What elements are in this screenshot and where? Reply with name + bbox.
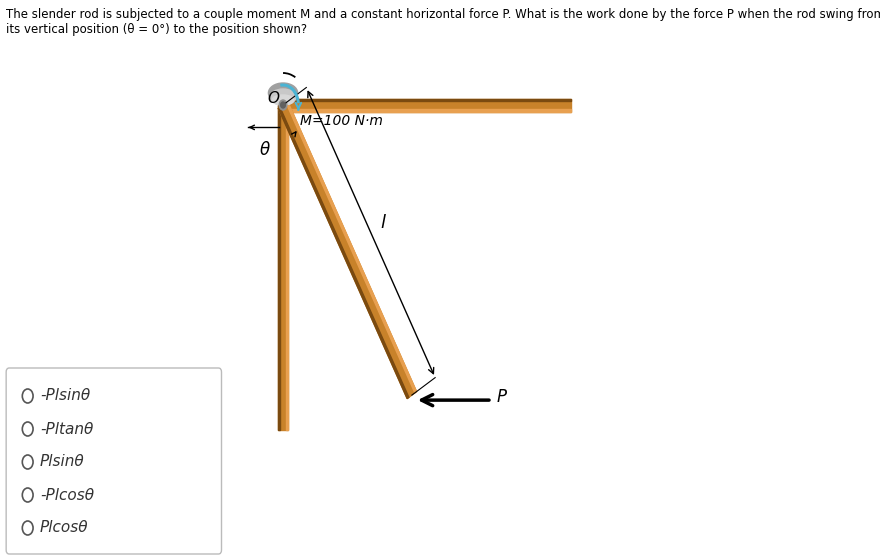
Circle shape	[22, 422, 33, 436]
Bar	[283, 109, 571, 111]
Circle shape	[22, 389, 33, 403]
Bar	[283, 98, 571, 111]
Ellipse shape	[272, 95, 294, 105]
Ellipse shape	[268, 83, 297, 103]
Text: l: l	[380, 214, 385, 231]
Bar	[286, 105, 288, 430]
Text: -Pltanθ: -Pltanθ	[40, 421, 93, 437]
Text: P: P	[496, 388, 507, 406]
Circle shape	[22, 488, 33, 502]
Text: -Plsinθ: -Plsinθ	[40, 389, 91, 404]
FancyBboxPatch shape	[6, 368, 222, 554]
Circle shape	[22, 455, 33, 469]
Text: θ: θ	[260, 141, 270, 159]
Text: M=100 N·m: M=100 N·m	[300, 114, 383, 128]
Ellipse shape	[270, 89, 296, 105]
Circle shape	[279, 100, 287, 110]
Text: -Plcosθ: -Plcosθ	[40, 487, 94, 503]
Text: O: O	[268, 91, 280, 106]
Bar	[283, 98, 571, 101]
Polygon shape	[286, 102, 416, 393]
Circle shape	[22, 521, 33, 535]
Circle shape	[281, 102, 285, 108]
Text: Plsinθ: Plsinθ	[40, 454, 84, 470]
Polygon shape	[278, 107, 409, 399]
Bar	[278, 105, 288, 430]
Text: The slender rod is subjected to a couple moment M and a constant horizontal forc: The slender rod is subjected to a couple…	[6, 8, 880, 21]
Text: its vertical position (θ = 0°) to the position shown?: its vertical position (θ = 0°) to the po…	[6, 23, 307, 36]
Bar	[278, 105, 280, 430]
Text: Plcosθ: Plcosθ	[40, 520, 89, 536]
Polygon shape	[278, 102, 416, 399]
